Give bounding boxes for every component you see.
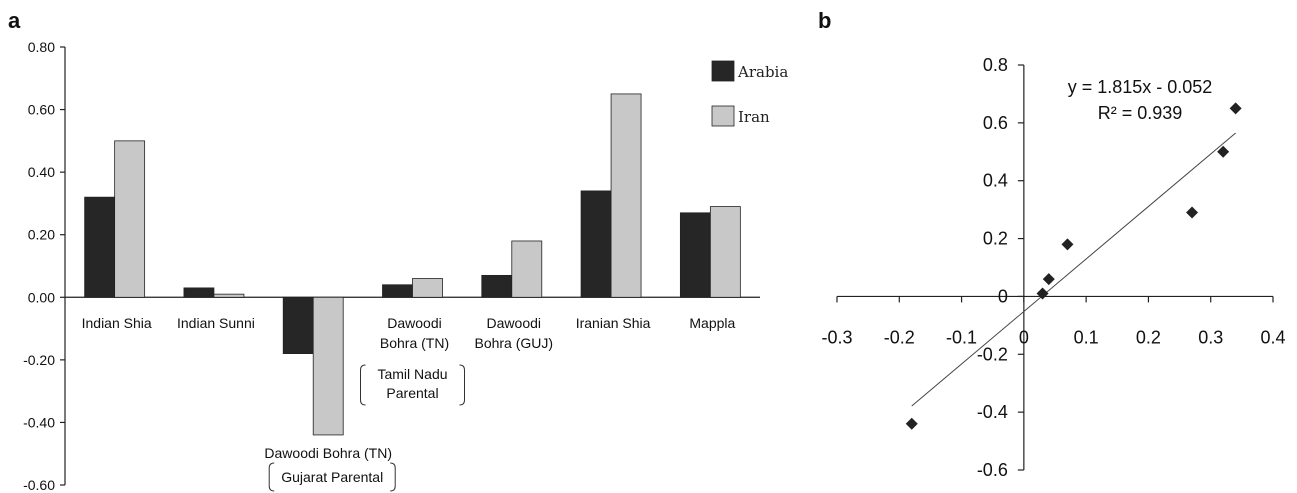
x-tick-label: 0 [1019, 327, 1029, 347]
legend-label-iran: Iran [738, 108, 770, 126]
bar-iran [213, 293, 245, 298]
bracket-right [459, 364, 465, 406]
annotation-tamil-nadu: Tamil Nadu [377, 366, 447, 382]
y-tick-label: 0.80 [28, 39, 55, 55]
y-tick-label: -0.20 [23, 352, 55, 368]
y-tick-label: -0.40 [23, 414, 55, 430]
bar-arabia [580, 190, 612, 298]
data-point [1061, 238, 1074, 251]
bar-chart: 0.80 0.60 0.40 0.20 0.00 -0.20 -0.40 -0.60 India… [23, 39, 788, 493]
x-tick-label: 0.1 [1074, 327, 1099, 347]
bar-arabia [382, 284, 413, 298]
y-tick-label: -0.60 [23, 477, 55, 493]
scatter-chart: -0.3 -0.2 -0.1 0 0.1 0.2 0.3 0.40.80.60.40.20-0… [821, 55, 1285, 480]
r-squared-label: R² = 0.939 [1098, 103, 1183, 123]
bar-iran [412, 278, 443, 298]
bar-iran [511, 240, 543, 298]
trendline [911, 132, 1236, 407]
panel-a-label: a [8, 8, 21, 33]
legend-label-arabia: Arabia [737, 63, 788, 81]
data-point [1042, 273, 1055, 286]
bracket-left [268, 462, 275, 492]
data-point [1036, 287, 1049, 300]
bar-iran [114, 140, 146, 298]
bar-iran [709, 206, 741, 298]
data-point [1229, 102, 1242, 115]
category-label: Dawoodi [487, 315, 541, 331]
y-tick-label: -0.4 [977, 402, 1008, 422]
category-label: Bohra (GUJ) [474, 335, 553, 351]
category-label: Indian Sunni [177, 315, 255, 331]
y-tick-label: 0.60 [28, 102, 55, 118]
y-tick-label: -0.6 [977, 460, 1008, 480]
bar-iran [312, 296, 344, 436]
bracket-right [390, 462, 396, 492]
category-label: Bohra (TN) [380, 335, 449, 351]
category-label: Mappla [689, 315, 735, 331]
x-tick-label: -0.2 [884, 327, 915, 347]
y-tick-label: 0.2 [983, 229, 1008, 249]
annotation-dawoodi-bohra-tn: Dawoodi Bohra (TN) [264, 445, 392, 461]
data-point [905, 417, 918, 430]
x-tick-label: 0.4 [1260, 327, 1285, 347]
x-tick-label: 0.3 [1198, 327, 1223, 347]
trendline-equation: y = 1.815x - 0.052 [1068, 77, 1213, 97]
bar-arabia [679, 212, 711, 298]
bar-iran [610, 93, 642, 298]
annotation-gujarat-parental: Gujarat Parental [281, 469, 383, 485]
data-point [1186, 206, 1199, 219]
y-tick-label: 0.4 [983, 171, 1008, 191]
y-tick-label: -0.2 [977, 344, 1008, 364]
x-tick-label: 0.2 [1136, 327, 1161, 347]
y-tick-label: 0.6 [983, 113, 1008, 133]
category-label: Dawoodi [387, 315, 441, 331]
category-label: Iranian Shia [576, 315, 651, 331]
x-tick-label: -0.1 [946, 327, 977, 347]
bracket-left [360, 364, 366, 406]
y-tick-label: 0 [998, 286, 1008, 306]
bar-arabia [183, 287, 215, 298]
legend-swatch-iran [711, 105, 735, 127]
y-tick-label: 0.8 [983, 55, 1008, 75]
category-label: Indian Shia [82, 315, 152, 331]
annotation-parental: Parental [386, 385, 438, 401]
legend-swatch-arabia [711, 60, 735, 82]
data-point [1217, 145, 1230, 158]
y-tick-label: 0.40 [28, 164, 55, 180]
bar-arabia [84, 196, 116, 298]
bar-arabia [481, 274, 513, 298]
y-tick-label: 0.20 [28, 227, 55, 243]
x-tick-label: -0.3 [821, 327, 852, 347]
bar-arabia [282, 296, 314, 354]
panel-b-label: b [818, 8, 831, 33]
y-tick-label: 0.00 [28, 289, 55, 305]
